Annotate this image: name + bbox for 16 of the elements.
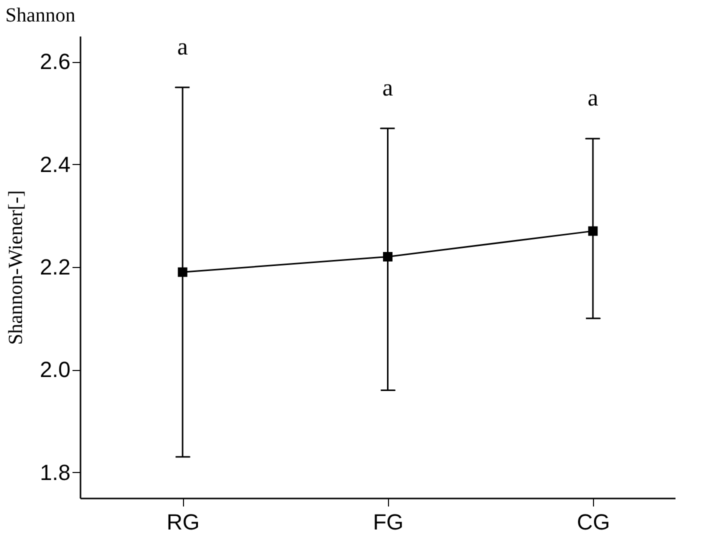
annotation: a bbox=[382, 75, 394, 102]
y-tick-label: 1.8 bbox=[40, 460, 70, 485]
x-tick-label: CG bbox=[576, 510, 610, 534]
point bbox=[383, 252, 393, 262]
y-tick-label: 2.0 bbox=[40, 357, 70, 382]
y-tick-label: 2.6 bbox=[40, 49, 70, 74]
annotation: a bbox=[177, 34, 188, 60]
y-tick-label: 2.4 bbox=[40, 152, 70, 177]
x-tick-label: FG bbox=[372, 510, 404, 534]
y-tick-label: 2.2 bbox=[40, 254, 70, 280]
annotation: a bbox=[588, 86, 599, 112]
y-axis-title: Shannon-Wiener[-] bbox=[4, 190, 27, 345]
point bbox=[588, 226, 598, 236]
point bbox=[178, 267, 188, 277]
x-tick-label: RG bbox=[166, 510, 200, 534]
chart-title: Shannon bbox=[5, 4, 76, 26]
